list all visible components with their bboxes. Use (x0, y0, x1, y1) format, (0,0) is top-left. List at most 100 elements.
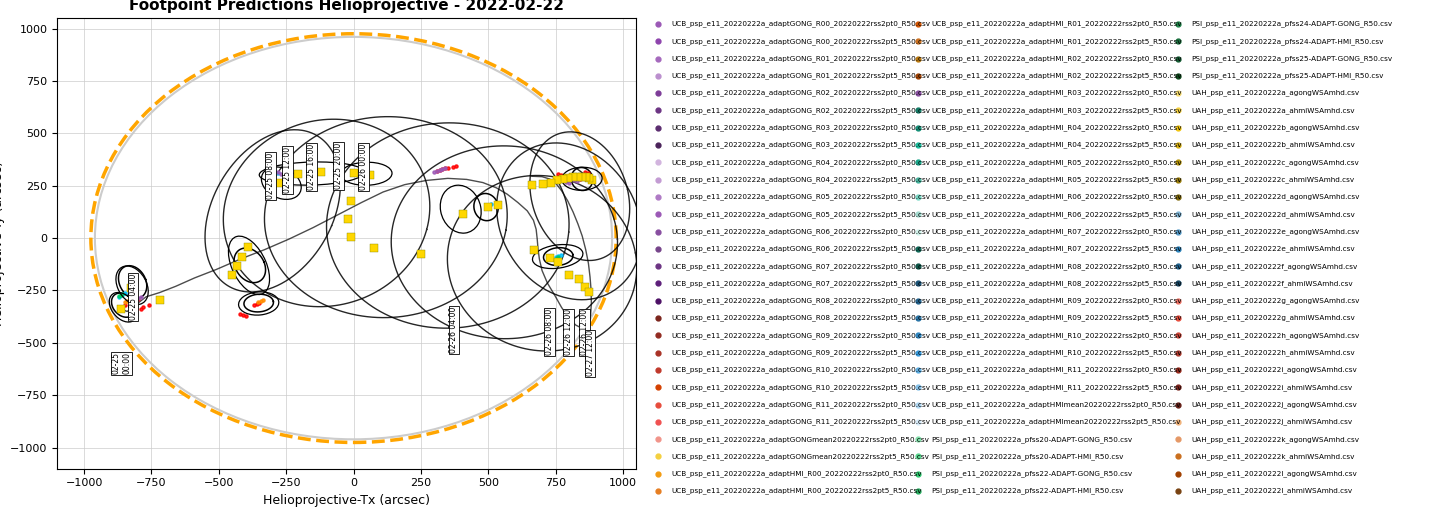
Point (562, 173, 585, 181)
Text: UCB_psp_e11_20220222a_adaptHMI_R04_20220222rss2pt0_R50.csv: UCB_psp_e11_20220222a_adaptHMI_R04_20220… (931, 124, 1183, 131)
Point (119, 299, 142, 307)
Text: UAH_psp_e11_20220222e_agongWSAmhd.csv: UAH_psp_e11_20220222e_agongWSAmhd.csv (1191, 228, 1360, 235)
Text: UCB_psp_e11_20220222a_adaptGONG_R10_20220222rss2pt5_R50.csv: UCB_psp_e11_20220222a_adaptGONG_R10_2022… (672, 384, 931, 391)
Point (558, 271, 581, 279)
Text: UAH_psp_e11_20220222j_agongWSAmhd.csv: UAH_psp_e11_20220222j_agongWSAmhd.csv (1191, 401, 1357, 408)
Text: UCB_psp_e11_20220222a_adaptHMImean20220222rss2pt0_R50.csv: UCB_psp_e11_20220222a_adaptHMImean202202… (931, 401, 1181, 408)
Text: UCB_psp_e11_20220222a_adaptHMI_R11_20220222rss2pt5_R50.csv: UCB_psp_e11_20220222a_adaptHMI_R11_20220… (931, 384, 1183, 391)
Point (122, 296, 144, 304)
Text: UCB_psp_e11_20220222a_adaptGONG_R02_20220222rss2pt0_R50.csv: UCB_psp_e11_20220222a_adaptGONG_R02_2022… (672, 90, 931, 96)
Point (243, 301, 266, 310)
Text: UAH_psp_e11_20220222b_ahmiWSAmhd.csv: UAH_psp_e11_20220222b_ahmiWSAmhd.csv (1191, 142, 1356, 148)
Text: UAH_psp_e11_20220222a_agongWSAmhd.csv: UAH_psp_e11_20220222a_agongWSAmhd.csv (1191, 90, 1360, 96)
Point (426, 167, 449, 175)
Point (539, 178, 562, 186)
Point (149, 296, 172, 304)
Text: UCB_psp_e11_20220222a_adaptGONG_R04_20220222rss2pt5_R50.csv: UCB_psp_e11_20220222a_adaptGONG_R04_2022… (672, 176, 931, 183)
Point (442, 163, 465, 171)
Point (113, 301, 136, 310)
Point (566, 173, 589, 181)
Text: UCB_psp_e11_20220222a_adaptGONG_R06_20220222rss2pt5_R50.csv: UCB_psp_e11_20220222a_adaptGONG_R06_2022… (672, 246, 931, 252)
Point (521, 181, 543, 189)
Point (576, 169, 599, 177)
Text: 02-26 00:00: 02-26 00:00 (359, 144, 369, 191)
Point (430, 165, 453, 173)
Text: UCB_psp_e11_20220222a_adaptGONG_R05_20220222rss2pt5_R50.csv: UCB_psp_e11_20220222a_adaptGONG_R05_2022… (672, 211, 931, 218)
Point (269, 169, 292, 178)
Text: UCB_psp_e11_20220222a_adaptHMI_R03_20220222rss2pt5_R50.csv: UCB_psp_e11_20220222a_adaptHMI_R03_20220… (931, 107, 1183, 114)
Text: 02-25 20:00: 02-25 20:00 (335, 143, 343, 190)
Point (252, 296, 275, 304)
Point (110, 305, 133, 314)
Point (556, 174, 579, 182)
Point (555, 177, 578, 185)
Point (245, 300, 267, 308)
Text: 02-25 08:00: 02-25 08:00 (266, 153, 275, 199)
Text: UAH_psp_e11_20220222e_ahmiWSAmhd.csv: UAH_psp_e11_20220222e_ahmiWSAmhd.csv (1191, 246, 1354, 252)
Point (127, 295, 150, 303)
Point (578, 287, 601, 296)
Point (132, 303, 154, 312)
Point (230, 252, 253, 261)
Text: UCB_psp_e11_20220222a_adaptGONG_R03_20220222rss2pt5_R50.csv: UCB_psp_e11_20220222a_adaptGONG_R03_2022… (672, 142, 931, 148)
Point (475, 203, 498, 212)
Text: 02-25 12:00: 02-25 12:00 (283, 147, 292, 193)
Point (563, 176, 586, 184)
Point (226, 262, 249, 270)
Text: UCB_psp_e11_20220222a_adaptHMI_R07_20220222rss2pt0_R50.csv: UCB_psp_e11_20220222a_adaptHMI_R07_20220… (931, 228, 1183, 235)
Text: UCB_psp_e11_20220222a_adaptHMI_R00_20220222rss2pt5_R50.csv: UCB_psp_e11_20220222a_adaptHMI_R00_20220… (672, 488, 922, 494)
Text: PSI_psp_e11_20220222a_pfss24-ADAPT-GONG_R50.csv: PSI_psp_e11_20220222a_pfss24-ADAPT-GONG_… (1191, 21, 1393, 27)
Point (428, 166, 450, 174)
Point (423, 168, 446, 176)
Text: PSI_psp_e11_20220222a_pfss25-ADAPT-HMI_R50.csv: PSI_psp_e11_20220222a_pfss25-ADAPT-HMI_R… (1191, 73, 1384, 79)
Text: 02-27 12:00: 02-27 12:00 (585, 330, 595, 376)
Text: UCB_psp_e11_20220222a_adaptGONG_R09_20220222rss2pt5_R50.csv: UCB_psp_e11_20220222a_adaptGONG_R09_2022… (672, 349, 931, 356)
Point (246, 298, 269, 306)
Text: UCB_psp_e11_20220222a_adaptHMI_R06_20220222rss2pt0_R50.csv: UCB_psp_e11_20220222a_adaptHMI_R06_20220… (931, 194, 1183, 200)
Text: 02-25 16:00: 02-25 16:00 (307, 144, 316, 190)
Point (546, 252, 569, 260)
Point (235, 312, 257, 320)
Point (137, 301, 160, 310)
Point (262, 167, 285, 175)
Point (549, 251, 572, 259)
Point (229, 310, 252, 318)
Point (555, 173, 578, 181)
Point (568, 275, 591, 283)
Point (549, 171, 572, 179)
Text: UCB_psp_e11_20220222a_adaptHMI_R11_20220222rss2pt0_R50.csv: UCB_psp_e11_20220222a_adaptHMI_R11_20220… (931, 367, 1183, 373)
Point (475, 201, 498, 210)
Point (430, 165, 453, 173)
Text: UCB_psp_e11_20220222a_adaptHMI_R01_20220222rss2pt5_R50.csv: UCB_psp_e11_20220222a_adaptHMI_R01_20220… (931, 38, 1183, 45)
Point (475, 202, 498, 211)
Point (127, 294, 150, 302)
Point (359, 171, 382, 179)
Point (266, 169, 289, 177)
Point (265, 168, 287, 176)
Text: UCB_psp_e11_20220222a_adaptHMI_R02_20220222rss2pt0_R50.csv: UCB_psp_e11_20220222a_adaptHMI_R02_20220… (931, 55, 1183, 62)
Point (575, 173, 598, 181)
Text: UAH_psp_e11_20220222f_ahmiWSAmhd.csv: UAH_psp_e11_20220222f_ahmiWSAmhd.csv (1191, 280, 1353, 287)
Point (578, 174, 601, 182)
Point (426, 167, 449, 175)
Point (232, 311, 255, 319)
Text: UCB_psp_e11_20220222a_adaptHMI_R04_20220222rss2pt5_R50.csv: UCB_psp_e11_20220222a_adaptHMI_R04_20220… (931, 142, 1183, 148)
Point (339, 233, 362, 241)
Point (552, 172, 575, 180)
Point (113, 298, 136, 306)
Point (266, 168, 289, 176)
Text: UAH_psp_e11_20220222l_ahmiWSAmhd.csv: UAH_psp_e11_20220222l_ahmiWSAmhd.csv (1191, 488, 1353, 494)
Text: UAH_psp_e11_20220222c_ahmiWSAmhd.csv: UAH_psp_e11_20220222c_ahmiWSAmhd.csv (1191, 176, 1354, 183)
Point (124, 295, 147, 303)
Text: PSI_psp_e11_20220222a_pfss22-ADAPT-HMI_R50.csv: PSI_psp_e11_20220222a_pfss22-ADAPT-HMI_R… (931, 488, 1124, 494)
Text: UAH_psp_e11_20220222d_ahmiWSAmhd.csv: UAH_psp_e11_20220222d_ahmiWSAmhd.csv (1191, 211, 1356, 218)
Text: UCB_psp_e11_20220222a_adaptHMI_R10_20220222rss2pt5_R50.csv: UCB_psp_e11_20220222a_adaptHMI_R10_20220… (931, 349, 1183, 356)
Point (445, 162, 468, 170)
Point (558, 178, 581, 186)
Point (110, 289, 133, 298)
Text: UCB_psp_e11_20220222a_adaptHMI_R08_20220222rss2pt5_R50.csv: UCB_psp_e11_20220222a_adaptHMI_R08_20220… (931, 280, 1183, 287)
Point (479, 199, 502, 208)
Text: UCB_psp_e11_20220222a_adaptGONGmean20220222rss2pt0_R50.csv: UCB_psp_e11_20220222a_adaptGONGmean20220… (672, 436, 930, 442)
Text: UAH_psp_e11_20220222h_ahmiWSAmhd.csv: UAH_psp_e11_20220222h_ahmiWSAmhd.csv (1191, 349, 1354, 356)
Text: PSI_psp_e11_20220222a_pfss24-ADAPT-HMI_R50.csv: PSI_psp_e11_20220222a_pfss24-ADAPT-HMI_R… (1191, 38, 1384, 45)
